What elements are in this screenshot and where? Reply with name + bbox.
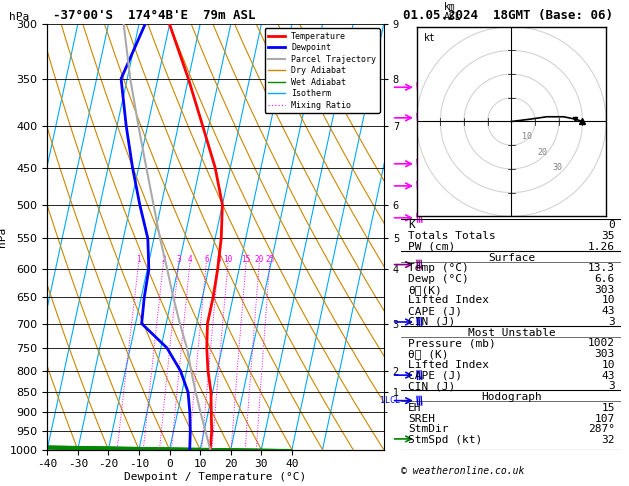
Text: K: K <box>408 220 415 230</box>
Text: 1LCL: 1LCL <box>380 396 399 405</box>
Text: 13.3: 13.3 <box>588 263 615 273</box>
Text: 1002: 1002 <box>588 338 615 348</box>
Text: CAPE (J): CAPE (J) <box>408 306 462 316</box>
Text: 10: 10 <box>601 295 615 306</box>
Text: Lifted Index: Lifted Index <box>408 360 489 370</box>
Text: 15: 15 <box>242 255 251 264</box>
Text: Totals Totals: Totals Totals <box>408 231 496 241</box>
Text: Hodograph: Hodograph <box>481 392 542 402</box>
Text: 35: 35 <box>601 231 615 241</box>
Text: 8: 8 <box>216 255 221 264</box>
Text: Most Unstable: Most Unstable <box>467 328 555 338</box>
Text: 43: 43 <box>601 306 615 316</box>
Text: Dewp (°C): Dewp (°C) <box>408 274 469 284</box>
Text: 1: 1 <box>136 255 141 264</box>
Text: 1.26: 1.26 <box>588 242 615 252</box>
Text: 43: 43 <box>601 371 615 381</box>
Text: 107: 107 <box>594 414 615 424</box>
Text: θᴄ(K): θᴄ(K) <box>408 285 442 295</box>
Text: 4: 4 <box>187 255 192 264</box>
Text: 25: 25 <box>265 255 274 264</box>
Text: PW (cm): PW (cm) <box>408 242 455 252</box>
Text: Temp (°C): Temp (°C) <box>408 263 469 273</box>
Text: 303: 303 <box>594 285 615 295</box>
Text: -37°00'S  174°4B'E  79m ASL: -37°00'S 174°4B'E 79m ASL <box>53 9 256 22</box>
Text: 30: 30 <box>553 163 562 172</box>
Text: 20: 20 <box>255 255 264 264</box>
Text: 3: 3 <box>608 317 615 327</box>
Text: 6: 6 <box>204 255 209 264</box>
Text: 10: 10 <box>223 255 233 264</box>
Text: 3: 3 <box>176 255 181 264</box>
Text: StmSpd (kt): StmSpd (kt) <box>408 435 482 445</box>
Text: 2: 2 <box>161 255 165 264</box>
Text: StmDir: StmDir <box>408 424 448 434</box>
Text: EH: EH <box>408 403 421 413</box>
Text: hPa: hPa <box>9 12 30 22</box>
Text: SREH: SREH <box>408 414 435 424</box>
Text: CIN (J): CIN (J) <box>408 382 455 391</box>
Y-axis label: hPa: hPa <box>0 227 7 247</box>
Text: θᴄ (K): θᴄ (K) <box>408 349 448 359</box>
Text: CAPE (J): CAPE (J) <box>408 371 462 381</box>
Text: 287°: 287° <box>588 424 615 434</box>
Text: Lifted Index: Lifted Index <box>408 295 489 306</box>
Text: 10: 10 <box>522 132 532 141</box>
Text: © weatheronline.co.uk: © weatheronline.co.uk <box>401 466 525 476</box>
Text: Pressure (mb): Pressure (mb) <box>408 338 496 348</box>
Text: 3: 3 <box>608 382 615 391</box>
Legend: Temperature, Dewpoint, Parcel Trajectory, Dry Adiabat, Wet Adiabat, Isotherm, Mi: Temperature, Dewpoint, Parcel Trajectory… <box>265 29 379 113</box>
Text: 32: 32 <box>601 435 615 445</box>
Text: kt: kt <box>424 33 435 43</box>
Text: CIN (J): CIN (J) <box>408 317 455 327</box>
Text: 6.6: 6.6 <box>594 274 615 284</box>
Text: 10: 10 <box>601 360 615 370</box>
Text: 0: 0 <box>608 220 615 230</box>
X-axis label: Dewpoint / Temperature (°C): Dewpoint / Temperature (°C) <box>125 472 306 482</box>
Text: 303: 303 <box>594 349 615 359</box>
Text: 15: 15 <box>601 403 615 413</box>
Text: 20: 20 <box>537 148 547 157</box>
Text: 01.05.2024  18GMT (Base: 06): 01.05.2024 18GMT (Base: 06) <box>403 9 613 22</box>
Text: km
ASL: km ASL <box>443 2 461 22</box>
Text: Surface: Surface <box>487 253 535 262</box>
